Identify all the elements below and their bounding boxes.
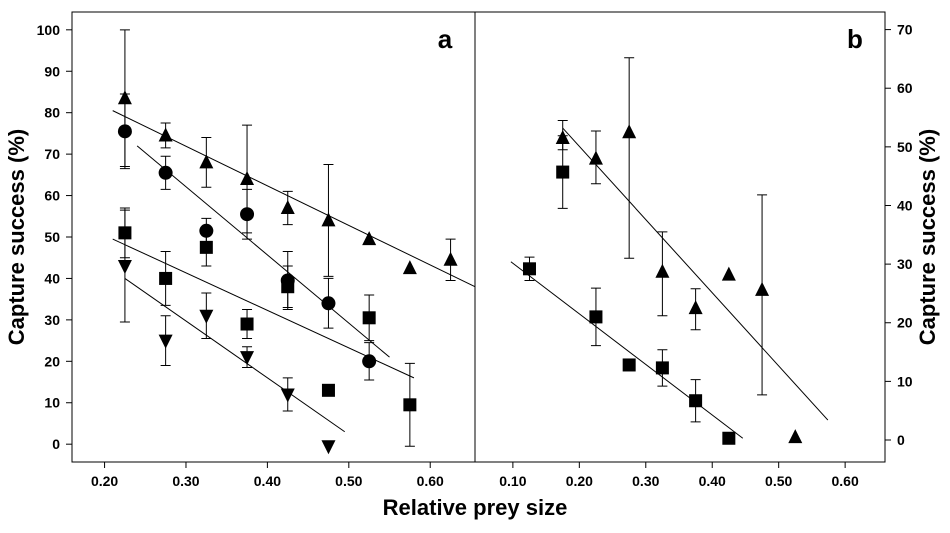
point [321, 296, 336, 311]
point [443, 251, 458, 266]
point [403, 398, 417, 412]
point [622, 124, 637, 139]
x-tick-label: 0.50 [335, 473, 362, 489]
point [158, 334, 173, 349]
y-axis-label: Capture success (%) [4, 129, 29, 345]
point [240, 317, 254, 331]
x-tick-label: 0.30 [172, 473, 199, 489]
point [722, 431, 736, 445]
y-tick-label: 10 [897, 373, 913, 389]
error-bar [624, 57, 635, 259]
y-tick-label: 30 [897, 256, 913, 272]
point [117, 124, 132, 139]
x-tick-label: 0.60 [417, 473, 444, 489]
point [788, 429, 803, 444]
y-tick-label: 90 [44, 63, 60, 79]
y-axis-label: Capture success (%) [915, 129, 940, 345]
point [280, 199, 295, 214]
point [689, 394, 703, 408]
fit-line [112, 238, 415, 379]
point [159, 271, 173, 285]
point [240, 170, 255, 185]
point [622, 358, 636, 372]
point [522, 262, 536, 276]
point [321, 212, 336, 227]
fit-line [136, 145, 390, 358]
point [199, 240, 213, 254]
point [589, 310, 603, 324]
point [281, 280, 295, 294]
point [588, 150, 603, 165]
point [362, 354, 377, 369]
fit-line [112, 110, 476, 288]
x-tick-label: 0.30 [632, 473, 659, 489]
x-axis-label: Relative prey size [383, 495, 568, 520]
y-tick-label: 80 [44, 105, 60, 121]
x-tick-label: 0.60 [832, 473, 859, 489]
point [755, 281, 770, 296]
y-tick-label: 20 [897, 315, 913, 331]
y-tick-label: 60 [897, 80, 913, 96]
x-tick-label: 0.20 [91, 473, 118, 489]
point [321, 383, 335, 397]
y-tick-label: 50 [897, 139, 913, 155]
point [655, 263, 670, 278]
y-tick-label: 70 [44, 146, 60, 162]
panel-label: b [847, 24, 863, 54]
point [402, 260, 417, 275]
point [117, 260, 132, 275]
point [721, 266, 736, 281]
y-tick-label: 40 [897, 197, 913, 213]
x-tick-label: 0.40 [699, 473, 726, 489]
x-tick-label: 0.50 [765, 473, 792, 489]
fit-line [510, 261, 744, 439]
y-tick-label: 60 [44, 188, 60, 204]
point [240, 351, 255, 366]
point [199, 154, 214, 169]
y-tick-label: 40 [44, 270, 60, 286]
point [321, 440, 336, 455]
point [362, 311, 376, 325]
point [199, 309, 214, 324]
y-tick-label: 0 [52, 436, 60, 452]
point [158, 165, 173, 180]
x-tick-label: 0.10 [499, 473, 526, 489]
y-tick-label: 50 [44, 229, 60, 245]
x-tick-label: 0.20 [566, 473, 593, 489]
point [688, 300, 703, 315]
point [280, 388, 295, 403]
point [556, 165, 570, 179]
fit-line [562, 127, 829, 421]
y-tick-label: 30 [44, 312, 60, 328]
y-tick-label: 20 [44, 353, 60, 369]
y-tick-label: 10 [44, 395, 60, 411]
point [158, 127, 173, 142]
point [362, 231, 377, 246]
panel-label: a [438, 24, 453, 54]
y-tick-label: 70 [897, 22, 913, 38]
point [655, 361, 669, 375]
x-tick-label: 0.40 [254, 473, 281, 489]
y-tick-label: 100 [37, 22, 61, 38]
point [240, 207, 255, 222]
fit-line [124, 278, 346, 433]
y-tick-label: 0 [897, 432, 905, 448]
